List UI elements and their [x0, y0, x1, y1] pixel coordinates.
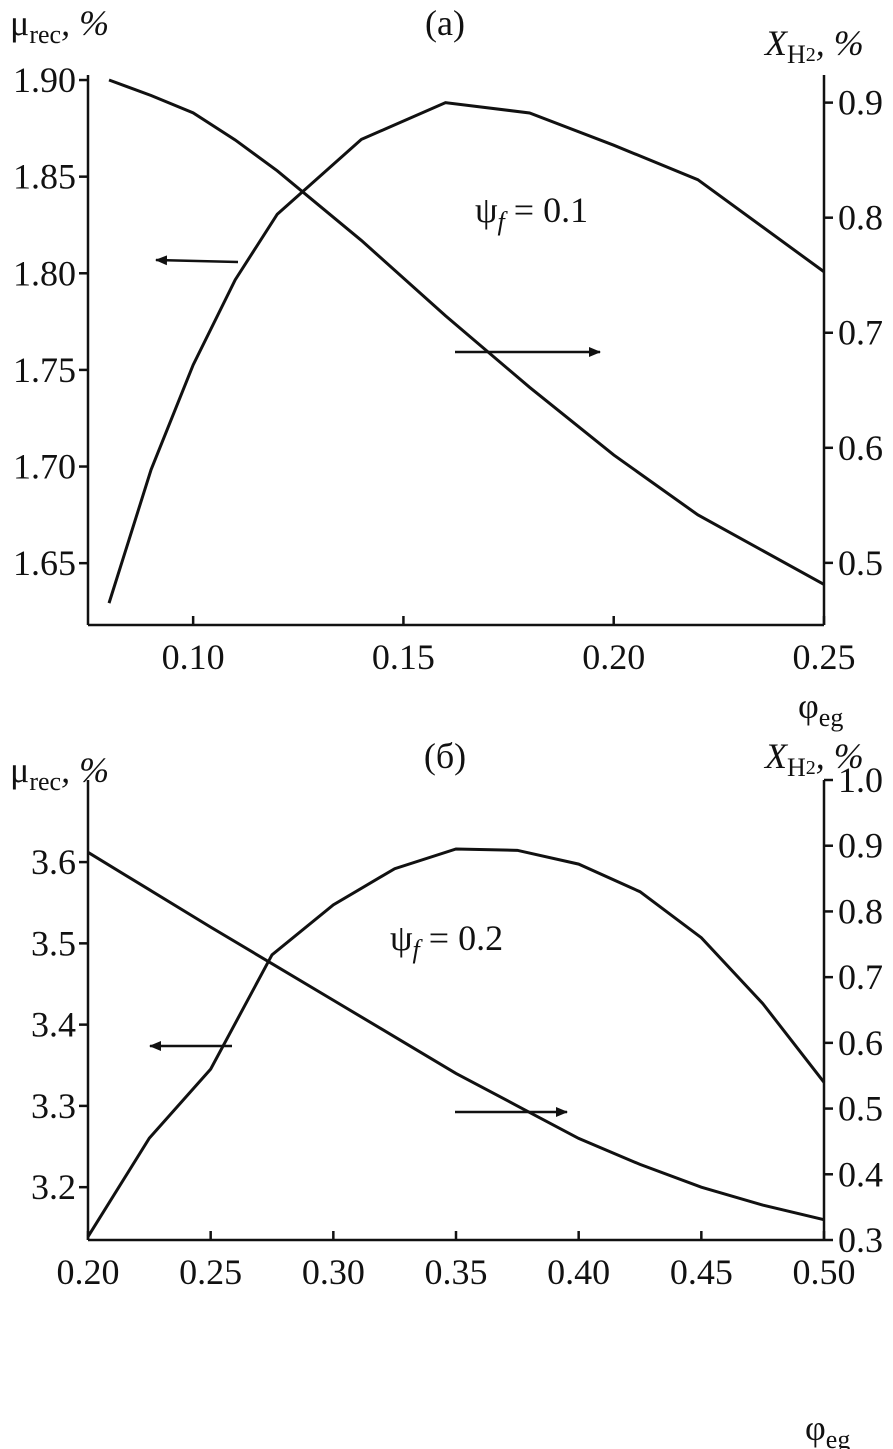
annotation-part: ψ	[390, 918, 413, 958]
y2-axis-label: XH2, %	[763, 23, 864, 69]
y-axis-label-part: rec	[29, 20, 61, 49]
y2-tick-label: 0.6	[838, 1023, 883, 1063]
annotation-part: f	[498, 207, 509, 236]
y2-axis-label-part: 2	[806, 44, 816, 66]
y2-tick-label: 0.4	[838, 1154, 883, 1194]
y-axis-label-part: μ	[10, 750, 29, 790]
annotation-part: f	[413, 935, 424, 964]
annotation: ψf = 0.1	[475, 190, 588, 236]
y2-axis-label: XH2, %	[763, 736, 864, 782]
y2-axis-label-part: X	[763, 736, 789, 776]
chart-title: (a)	[425, 3, 465, 43]
y-tick-label: 3.6	[31, 842, 76, 882]
y2-tick-label: 0.5	[838, 543, 883, 583]
annotation-part: = 0.1	[505, 190, 588, 230]
x-tick-label: 0.25	[179, 1252, 242, 1292]
y2-tick-label: 1.0	[838, 760, 883, 800]
y-axis-label-part: , %	[61, 750, 109, 790]
y2-tick-label: 0.9	[838, 83, 883, 123]
y2-axis-label-part: X	[763, 23, 789, 63]
annotation: ψf = 0.2	[390, 918, 503, 964]
x-axis-label-part: eg	[819, 703, 844, 732]
y-axis-label-part: μ	[10, 3, 29, 43]
data-line	[86, 847, 826, 1238]
y2-tick-label: 0.3	[838, 1220, 883, 1260]
data-line	[108, 78, 825, 586]
x-tick-label: 0.15	[372, 637, 435, 677]
y-axis-label-part: , %	[61, 3, 109, 43]
y2-tick-label: 0.9	[838, 826, 883, 866]
x-tick-label: 0.20	[582, 637, 645, 677]
y-axis-label: μrec, %	[10, 3, 109, 49]
x-tick-label: 0.35	[425, 1252, 488, 1292]
y-axis-label: μrec, %	[10, 750, 109, 796]
y-tick-label: 3.3	[31, 1086, 76, 1126]
data-line	[107, 101, 825, 604]
y-tick-label: 1.65	[13, 543, 76, 583]
y2-axis-label-part: , %	[816, 736, 864, 776]
y2-axis-label-part: H	[787, 40, 806, 69]
y-tick-label: 3.4	[31, 1005, 76, 1045]
x-tick-label: 0.20	[57, 1252, 120, 1292]
x-axis-label-part: eg	[826, 1425, 851, 1449]
annotation-part: ψ	[475, 190, 498, 230]
y-axis-label-part: rec	[29, 767, 61, 796]
arrow-left	[155, 255, 239, 266]
x-tick-label: 0.40	[547, 1252, 610, 1292]
y2-axis-label-part: 2	[806, 757, 816, 779]
annotation-part: = 0.2	[420, 918, 503, 958]
x-tick-label: 0.50	[793, 1252, 856, 1292]
x-axis-label-part: φ	[798, 686, 819, 726]
y2-tick-label: 0.7	[838, 313, 883, 353]
arrows	[149, 255, 601, 1117]
y2-tick-label: 0.8	[838, 891, 883, 931]
y-tick-label: 1.75	[13, 350, 76, 390]
y-tick-label: 1.85	[13, 157, 76, 197]
y2-axis-label-part: H	[787, 753, 806, 782]
y-tick-label: 3.2	[31, 1167, 76, 1207]
x-tick-label: 0.10	[162, 637, 225, 677]
y2-tick-label: 0.8	[838, 198, 883, 238]
y2-axis-label-part: , %	[816, 23, 864, 63]
x-axis-label-part: φ	[805, 1408, 826, 1448]
y-tick-label: 1.90	[13, 60, 76, 100]
y2-tick-label: 0.5	[838, 1089, 883, 1129]
y-tick-label: 3.5	[31, 923, 76, 963]
x-tick-label: 0.45	[670, 1252, 733, 1292]
x-axis-label: φeg	[798, 686, 843, 732]
y2-tick-label: 0.6	[838, 428, 883, 468]
x-tick-label: 0.30	[302, 1252, 365, 1292]
x-tick-label: 0.25	[793, 637, 856, 677]
y-tick-label: 1.70	[13, 447, 76, 487]
data-line	[87, 851, 825, 1222]
y2-tick-label: 0.7	[838, 957, 883, 997]
y-tick-label: 1.80	[13, 253, 76, 293]
x-axis-label: φeg	[805, 1408, 850, 1449]
chart-title: (б)	[424, 736, 466, 776]
